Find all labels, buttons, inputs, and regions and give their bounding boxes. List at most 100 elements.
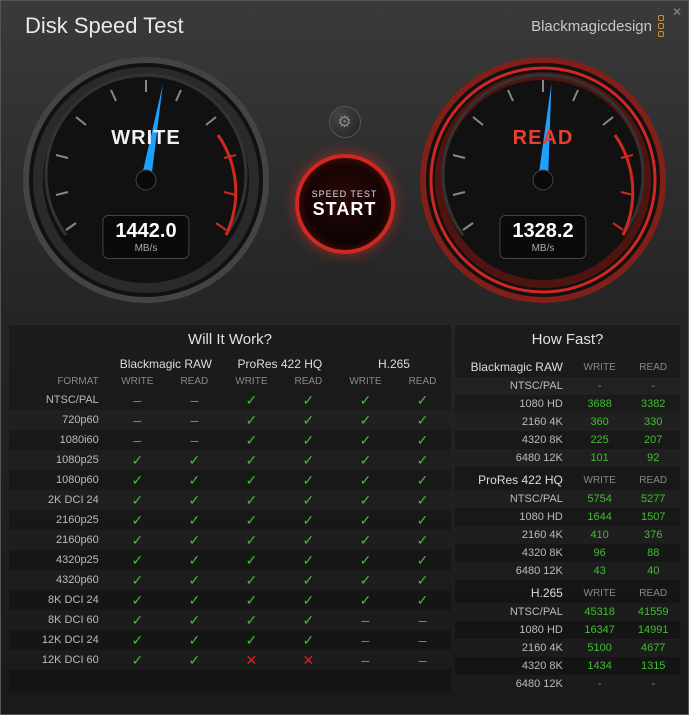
app-title: Disk Speed Test	[25, 13, 184, 39]
read-value: 14991	[626, 621, 680, 639]
read-value: -	[626, 377, 680, 395]
table-row: 12K DCI 60✓✓✕✕––	[9, 650, 451, 670]
cross-icon: ✕	[223, 650, 280, 670]
read-unit: MB/s	[512, 243, 573, 254]
cross-icon: ✕	[280, 650, 337, 670]
check-icon: ✓	[337, 590, 394, 610]
check-icon: ✓	[166, 610, 223, 630]
dash-icon: –	[394, 650, 451, 670]
codec-header-row: H.265WRITEREAD	[455, 580, 680, 603]
read-value: 5277	[626, 490, 680, 508]
sub-header: READ	[394, 373, 451, 390]
check-icon: ✓	[223, 450, 280, 470]
close-icon[interactable]: ✕	[670, 5, 684, 19]
table-row: 6480 12K4340	[455, 562, 680, 580]
table-row: 8K DCI 24✓✓✓✓✓✓	[9, 590, 451, 610]
table-row: 4320p25✓✓✓✓✓✓	[9, 550, 451, 570]
start-big-label: START	[313, 199, 377, 220]
table-row: 12K DCI 24✓✓✓✓––	[9, 630, 451, 650]
table-row: 1080 HD36883382	[455, 395, 680, 413]
format-label: 8K DCI 60	[9, 610, 109, 630]
table-row: 6480 12K10192	[455, 449, 680, 467]
check-icon: ✓	[166, 450, 223, 470]
brand-dots-icon	[658, 15, 664, 37]
table-row: 2K DCI 24✓✓✓✓✓✓	[9, 490, 451, 510]
write-value: 3688	[573, 395, 627, 413]
sub-header: WRITE	[573, 354, 627, 377]
read-value: 330	[626, 413, 680, 431]
write-value: 1644	[573, 508, 627, 526]
read-value: 1328.2	[512, 220, 573, 243]
dash-icon: –	[337, 610, 394, 630]
check-icon: ✓	[337, 390, 394, 410]
format-label: 1080p25	[9, 450, 109, 470]
format-label: 720p60	[9, 410, 109, 430]
table-row: 1080p25✓✓✓✓✓✓	[9, 450, 451, 470]
how-fast-table: Blackmagic RAWWRITEREADNTSC/PAL--1080 HD…	[455, 354, 680, 693]
check-icon: ✓	[280, 570, 337, 590]
format-label: NTSC/PAL	[9, 390, 109, 410]
table-row: 2160p25✓✓✓✓✓✓	[9, 510, 451, 530]
check-icon: ✓	[166, 650, 223, 670]
codec-header-row: ProRes 422 HQWRITEREAD	[455, 467, 680, 490]
check-icon: ✓	[280, 470, 337, 490]
check-icon: ✓	[166, 490, 223, 510]
check-icon: ✓	[109, 550, 166, 570]
start-small-label: SPEED TEST	[312, 189, 378, 199]
write-value-box: 1442.0 MB/s	[102, 215, 189, 259]
write-unit: MB/s	[115, 243, 176, 254]
write-value: 43	[573, 562, 627, 580]
table-row: 4320 8K225207	[455, 431, 680, 449]
write-value: 5754	[573, 490, 627, 508]
check-icon: ✓	[109, 450, 166, 470]
check-icon: ✓	[280, 550, 337, 570]
check-icon: ✓	[166, 630, 223, 650]
dash-icon: –	[337, 630, 394, 650]
read-value-box: 1328.2 MB/s	[499, 215, 586, 259]
check-icon: ✓	[109, 530, 166, 550]
sub-header: WRITE	[109, 373, 166, 390]
read-value: 3382	[626, 395, 680, 413]
write-value: 5100	[573, 639, 627, 657]
check-icon: ✓	[223, 590, 280, 610]
codec-name: Blackmagic RAW	[455, 354, 573, 377]
write-value: 410	[573, 526, 627, 544]
header: Disk Speed Test Blackmagicdesign	[1, 1, 688, 47]
codec-header: H.265	[337, 354, 451, 373]
sub-header: WRITE	[573, 467, 627, 490]
check-icon: ✓	[337, 470, 394, 490]
format-label: 4320p60	[9, 570, 109, 590]
check-icon: ✓	[337, 510, 394, 530]
how-fast-title: How Fast?	[455, 325, 680, 354]
codec-header-row: Blackmagic RAWWRITEREAD	[455, 354, 680, 377]
check-icon: ✓	[280, 430, 337, 450]
check-icon: ✓	[394, 390, 451, 410]
check-icon: ✓	[394, 450, 451, 470]
start-button[interactable]: SPEED TEST START	[295, 154, 395, 254]
check-icon: ✓	[223, 490, 280, 510]
check-icon: ✓	[223, 530, 280, 550]
write-value: 360	[573, 413, 627, 431]
check-icon: ✓	[109, 610, 166, 630]
read-value: 376	[626, 526, 680, 544]
how-fast-panel: How Fast? Blackmagic RAWWRITEREADNTSC/PA…	[455, 325, 680, 693]
gear-icon[interactable]: ⚙	[329, 106, 361, 138]
table-row: 6480 12K--	[455, 675, 680, 693]
read-gauge: READ 1328.2 MB/s	[418, 55, 668, 305]
check-icon: ✓	[280, 390, 337, 410]
format-label: NTSC/PAL	[455, 603, 573, 621]
table-row: 2160p60✓✓✓✓✓✓	[9, 530, 451, 550]
format-label: 2K DCI 24	[9, 490, 109, 510]
table-row: 1080 HD16441507	[455, 508, 680, 526]
write-value: 96	[573, 544, 627, 562]
format-label: 2160p25	[9, 510, 109, 530]
read-value: 4677	[626, 639, 680, 657]
format-header: FORMAT	[9, 373, 109, 390]
check-icon: ✓	[223, 430, 280, 450]
check-icon: ✓	[394, 530, 451, 550]
dash-icon: –	[337, 650, 394, 670]
write-value: 1442.0	[115, 220, 176, 243]
table-row: 720p60––✓✓✓✓	[9, 410, 451, 430]
sub-header: READ	[626, 467, 680, 490]
check-icon: ✓	[337, 450, 394, 470]
